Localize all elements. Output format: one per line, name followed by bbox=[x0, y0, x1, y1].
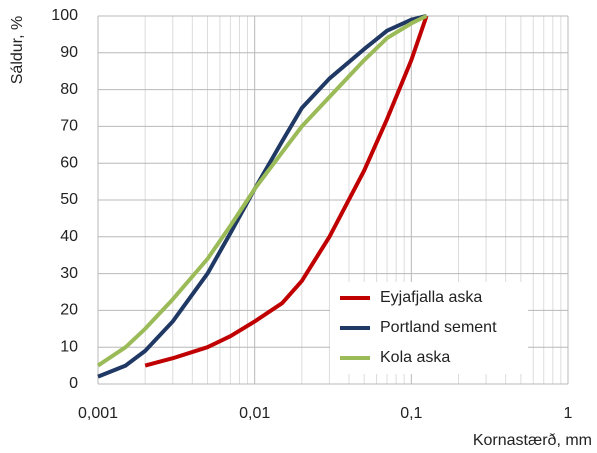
y-tick-label: 50 bbox=[60, 191, 78, 208]
y-tick-label: 70 bbox=[60, 118, 78, 135]
x-tick-label: 0,01 bbox=[239, 405, 270, 422]
x-tick-label: 0,001 bbox=[78, 405, 118, 422]
data-line bbox=[144, 15, 429, 368]
y-tick-label: 10 bbox=[60, 338, 78, 355]
y-axis-title: Sáldur, % bbox=[9, 16, 26, 84]
data-line bbox=[97, 14, 427, 379]
y-tick-label: 100 bbox=[51, 7, 78, 24]
x-tick-label: 0,1 bbox=[400, 405, 422, 422]
legend-label: Eyjafjalla aska bbox=[380, 289, 482, 306]
x-axis-title: Kornastærð, mm bbox=[473, 432, 592, 449]
y-tick-label: 90 bbox=[60, 44, 78, 61]
y-tick-label: 40 bbox=[60, 228, 78, 245]
y-tick-label: 20 bbox=[60, 302, 78, 319]
y-tick-label: 0 bbox=[69, 375, 78, 392]
y-tick-label: 80 bbox=[60, 81, 78, 98]
x-tick-label: 1 bbox=[564, 405, 573, 422]
y-tick-label: 60 bbox=[60, 154, 78, 171]
y-tick-label: 30 bbox=[60, 265, 78, 282]
legend-label: Kola aska bbox=[380, 349, 450, 366]
data-line bbox=[96, 14, 428, 368]
legend-label: Portland sement bbox=[380, 319, 497, 336]
legend: Eyjafjalla aska Portland sement Kola aska bbox=[330, 282, 528, 374]
